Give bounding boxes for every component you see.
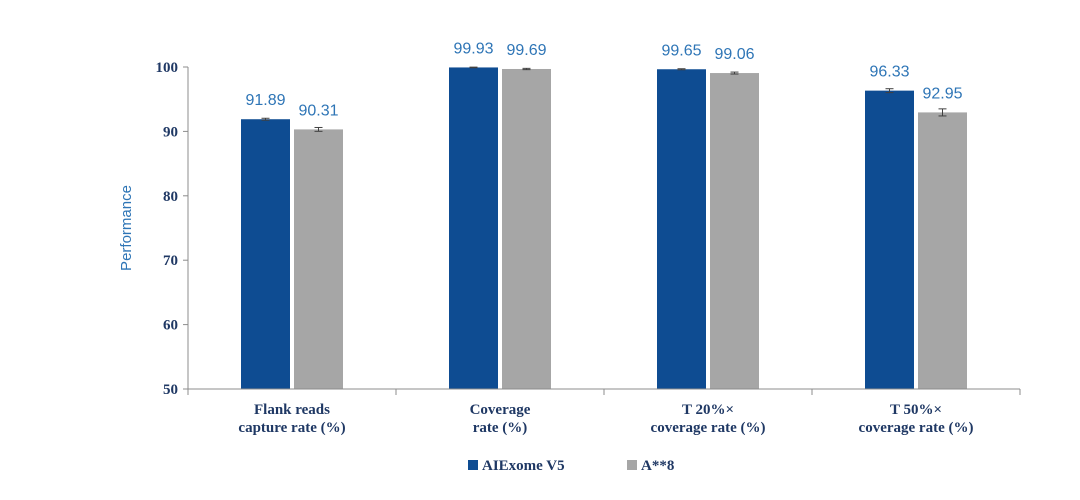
bar-aiexome-2 (657, 69, 706, 389)
legend-label: A**8 (641, 458, 674, 474)
x-category-label: T 50%× coverage rate (%) (859, 402, 974, 436)
legend-swatch (627, 460, 637, 470)
data-label: 92.95 (922, 85, 962, 102)
x-category-label-line: Flank reads (254, 402, 330, 418)
x-category-label-line: T 20%× (682, 402, 734, 418)
data-label: 96.33 (869, 64, 909, 81)
bar-a8-2 (710, 73, 759, 390)
data-label: 99.93 (453, 40, 493, 57)
x-category-label-line: Coverage (470, 402, 531, 418)
y-tick-label: 70 (163, 253, 178, 269)
x-category-label: Coverage rate (%) (470, 402, 531, 436)
bars: 91.89 90.31 99.93 99.69 99.65 99.06 96.33 92.95 (241, 40, 967, 390)
x-category-label: Flank reads capture rate (%) (238, 402, 345, 436)
y-tick-label: 80 (163, 189, 178, 205)
x-axis: Flank reads capture rate (%) Coverage rate … (187, 388, 1021, 436)
x-category-label-line: coverage rate (%) (859, 420, 974, 436)
y-axis-title: Performance (118, 185, 135, 271)
y-tick-label: 60 (163, 318, 178, 334)
y-tick-label: 90 (163, 124, 178, 140)
bar-a8-0 (294, 129, 343, 389)
bar-aiexome-1 (449, 67, 498, 389)
x-category-label-line: T 50%× (890, 402, 942, 418)
bar-aiexome-3 (865, 90, 914, 389)
data-label: 99.65 (661, 42, 701, 59)
bar-a8-3 (918, 112, 967, 389)
data-label: 91.89 (245, 92, 285, 109)
x-category-label-line: coverage rate (%) (651, 420, 766, 436)
bar-a8-1 (502, 68, 551, 389)
y-tick-label: 100 (156, 60, 179, 76)
x-category-label-line: capture rate (%) (238, 420, 345, 436)
bar-aiexome-0 (241, 119, 290, 390)
y-tick-label: 50 (163, 382, 178, 398)
y-axis: 50 60 70 80 90 100 (156, 60, 189, 398)
data-label: 99.06 (714, 46, 754, 63)
data-label: 90.31 (298, 102, 338, 119)
legend-swatch (468, 460, 478, 470)
data-label: 99.69 (506, 42, 546, 59)
x-category-label: T 20%× coverage rate (%) (651, 402, 766, 436)
x-category-label-line: rate (%) (473, 420, 528, 436)
legend: AIExome V5 A**8 (468, 458, 674, 474)
legend-label: AIExome V5 (482, 458, 565, 474)
